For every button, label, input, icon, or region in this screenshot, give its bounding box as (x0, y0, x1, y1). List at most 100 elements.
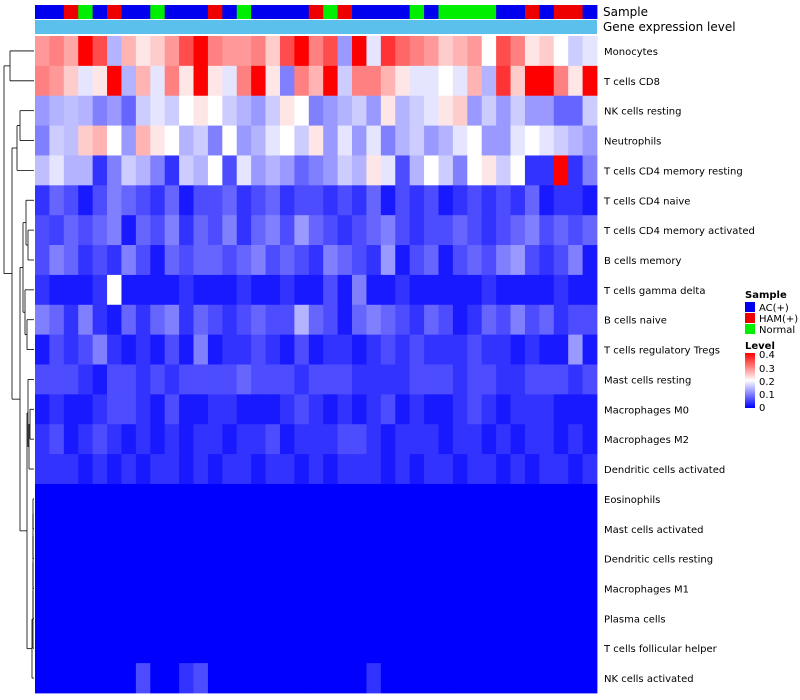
heatmap-cell (179, 663, 194, 694)
heatmap-cell (380, 274, 396, 306)
heatmap-cell (294, 454, 310, 485)
heatmap-cell (222, 304, 238, 336)
heatmap-cell (568, 215, 583, 246)
heatmap-cell (510, 215, 526, 246)
heatmap-cell (510, 334, 526, 365)
heatmap-cell (63, 663, 79, 694)
heatmap-cell (222, 454, 238, 485)
heatmap-cell (481, 603, 497, 634)
heatmap-cell (438, 185, 454, 216)
heatmap-cell (49, 95, 65, 126)
heatmap-cell (380, 245, 396, 276)
heatmap-cell (524, 185, 540, 216)
heatmap-cell (265, 543, 281, 574)
heatmap-cell (193, 603, 209, 634)
heatmap-cell (279, 155, 295, 186)
heatmap-cell (294, 95, 310, 126)
heatmap-cell (121, 454, 137, 485)
heatmap-cell (78, 663, 94, 694)
heatmap-cell (49, 394, 65, 425)
heatmap-cell (179, 424, 194, 455)
heatmap-cell (135, 36, 151, 67)
heatmap-cell (279, 483, 295, 515)
heatmap-cell (452, 483, 468, 515)
heatmap-cell (496, 573, 511, 604)
heatmap-cell (222, 95, 238, 126)
heatmap-cell (236, 543, 252, 574)
heatmap-cell (63, 394, 79, 425)
heatmap-cell (63, 125, 79, 156)
heatmap-cell (179, 603, 194, 634)
heatmap-cell (496, 304, 511, 336)
heatmap-cell (150, 663, 166, 694)
heatmap-cell (222, 125, 238, 156)
heatmap-cell (337, 483, 353, 515)
legend-swatch-normal (745, 324, 755, 334)
heatmap-cell (251, 304, 266, 336)
heatmap-cell (179, 65, 194, 97)
heatmap-cell (35, 36, 50, 67)
heatmap-cell (35, 424, 50, 455)
heatmap-cell (553, 364, 569, 395)
heatmap-cell (179, 543, 194, 574)
heatmap-cell (150, 304, 166, 336)
heatmap-cell (352, 633, 367, 664)
heatmap-cell (265, 663, 281, 694)
heatmap-cell (539, 364, 555, 395)
heatmap-cell (135, 245, 151, 276)
heatmap-cell (409, 65, 425, 97)
heatmap-cell (63, 633, 79, 664)
heatmap-cell (78, 513, 94, 545)
heatmap-cell (236, 483, 252, 515)
heatmap-cell (251, 185, 266, 216)
heatmap-cell (164, 155, 180, 186)
heatmap-cell (553, 155, 569, 186)
heatmap-cell (107, 633, 122, 664)
row-label: NK cells activated (604, 674, 694, 685)
heatmap-cell (380, 603, 396, 634)
sample-annotation-cell (279, 5, 295, 19)
heatmap-cell (409, 185, 425, 216)
heatmap-cell (35, 95, 50, 126)
heatmap-cell (35, 215, 50, 246)
heatmap-cell (337, 215, 353, 246)
heatmap-cell (395, 95, 411, 126)
heatmap-cell (323, 304, 339, 336)
heatmap-cell (366, 663, 382, 694)
heatmap-cell (481, 274, 497, 306)
heatmap-cell (524, 364, 540, 395)
heatmap-cell (35, 513, 50, 545)
heatmap-cell (107, 65, 122, 97)
heatmap-cell (510, 364, 526, 395)
heatmap-cell (164, 185, 180, 216)
heatmap-cell (78, 633, 94, 664)
heatmap-cell (582, 65, 598, 97)
heatmap-cell (92, 304, 108, 336)
heatmap-cell (265, 334, 281, 365)
heatmap-cell (337, 274, 353, 306)
heatmap-cell (222, 185, 238, 216)
heatmap-cell (539, 573, 555, 604)
heatmap-cell (510, 633, 526, 664)
row-label: Mast cells activated (604, 525, 703, 536)
heatmap-cell (265, 364, 281, 395)
heatmap-cell (452, 95, 468, 126)
heatmap-cell (236, 513, 252, 545)
heatmap-cell (524, 603, 540, 634)
heatmap-cell (150, 454, 166, 485)
heatmap-cell (294, 394, 310, 425)
heatmap-cell (150, 573, 166, 604)
heatmap-cell (49, 483, 65, 515)
heatmap-cell (251, 274, 266, 306)
heatmap-cell (279, 304, 295, 336)
row-label: Dendritic cells activated (604, 465, 725, 476)
heatmap-cell (524, 334, 540, 365)
heatmap-cell (582, 36, 598, 67)
heatmap-cell (496, 543, 511, 574)
heatmap-cell (49, 454, 65, 485)
heatmap-cell (92, 573, 108, 604)
row-dendrogram (3, 50, 34, 679)
heatmap-cell (135, 155, 151, 186)
heatmap-cell (164, 245, 180, 276)
heatmap-cell (337, 394, 353, 425)
